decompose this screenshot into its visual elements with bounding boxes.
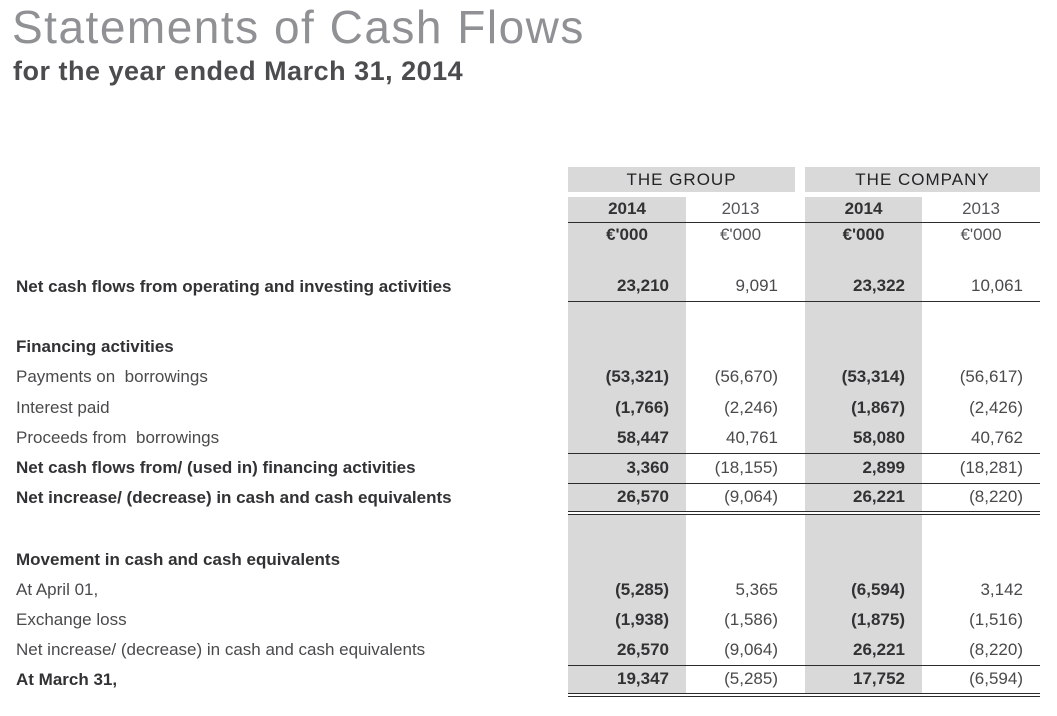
- cell-group-2014: 19,347: [568, 665, 686, 697]
- row-label: Net increase/ (decrease) in cash and cas…: [16, 488, 452, 507]
- cell-company-2013: (8,220): [922, 635, 1041, 666]
- cell-group-2013: (9,064): [686, 635, 795, 666]
- table-row: Net increase/ (decrease) in cash and cas…: [14, 483, 1041, 515]
- cell-company-2013: 3,142: [980, 580, 1024, 599]
- cell-company-2014: 23,322: [805, 272, 922, 302]
- cell-company-2013: (56,617): [959, 367, 1024, 386]
- group-header: THE GROUP: [568, 167, 795, 192]
- spacer-row: [14, 248, 1040, 272]
- table-row: Net cash flows from/ (used in) financing…: [14, 453, 1041, 484]
- unit-company-2013: €'000: [960, 225, 1002, 245]
- cell-group-2014: (5,285): [568, 575, 686, 605]
- cell-company-2013: (18,281): [922, 453, 1041, 484]
- cell-group-2013: 9,091: [686, 272, 795, 302]
- cell-group-2013: (1,586): [724, 610, 778, 629]
- table-row: Net cash flows from operating and invest…: [14, 272, 1041, 302]
- row-label: Net cash flows from operating and invest…: [16, 276, 452, 296]
- row-label: Payments on borrowings: [16, 367, 208, 386]
- cell-group-2014: 58,447: [568, 423, 686, 454]
- cell-group-2014: 26,570: [568, 483, 686, 515]
- year-header-row: 2014 2013 2014 2013: [14, 197, 1041, 223]
- section-header-row: Movement in cash and cash equivalents: [14, 545, 1040, 575]
- cell-group-2013: (56,670): [714, 367, 778, 386]
- cell-company-2013: (6,594): [922, 665, 1041, 697]
- row-label: Exchange loss: [16, 610, 127, 629]
- year-group-2014: 2014: [568, 197, 686, 223]
- cell-company-2014: 26,221: [805, 483, 922, 515]
- unit-company-2014: €'000: [805, 222, 922, 248]
- table-row: At March 31, 19,347 (5,285) 17,752 (6,59…: [14, 665, 1041, 697]
- page-subtitle: for the year ended March 31, 2014: [13, 56, 464, 86]
- cell-group-2014: (1,766): [568, 392, 686, 423]
- cell-company-2013: 40,762: [922, 423, 1041, 454]
- unit-header-row: €'000 €'000 €'000 €'000: [14, 222, 1040, 248]
- cell-group-2013: (18,155): [686, 453, 795, 484]
- cash-flow-table: THE GROUP THE COMPANY 2014 2013 2014 201…: [14, 167, 1041, 697]
- cell-group-2014: (53,321): [568, 362, 686, 392]
- row-label: Proceeds from borrowings: [16, 428, 220, 447]
- cell-company-2014: (6,594): [805, 575, 922, 605]
- company-header: THE COMPANY: [805, 167, 1041, 192]
- cell-company-2014: (1,867): [805, 392, 922, 423]
- year-group-2013: 2013: [686, 197, 795, 223]
- row-label: Net increase/ (decrease) in cash and cas…: [16, 640, 426, 659]
- cell-company-2013: (8,220): [922, 483, 1041, 515]
- cell-company-2014: (53,314): [805, 362, 922, 392]
- spacer-row: [14, 301, 1040, 332]
- cell-company-2014: 2,899: [805, 453, 922, 484]
- cell-company-2013: 10,061: [922, 272, 1041, 302]
- table-row: Exchange loss (1,938) (1,586) (1,875) (1…: [14, 605, 1040, 635]
- page-title: Statements of Cash Flows: [12, 1, 585, 53]
- year-company-2014: 2014: [805, 197, 922, 223]
- cell-company-2013: (2,426): [969, 397, 1024, 417]
- cell-group-2013: 5,365: [735, 580, 778, 599]
- cell-group-2013: 40,761: [686, 423, 795, 454]
- cell-group-2014: 26,570: [568, 635, 686, 666]
- cell-company-2014: 26,221: [805, 635, 922, 666]
- cell-group-2014: 3,360: [568, 453, 686, 484]
- row-label: Net cash flows from/ (used in) financing…: [16, 458, 416, 477]
- spacer-row: [14, 513, 1040, 545]
- table-row: Interest paid (1,766) (2,246) (1,867) (2…: [14, 392, 1040, 423]
- cell-group-2013: (2,246): [724, 397, 778, 417]
- entity-header-row: THE GROUP THE COMPANY: [14, 167, 1041, 192]
- table-row: At April 01, (5,285) 5,365 (6,594) 3,142: [14, 575, 1040, 605]
- row-label: Interest paid: [16, 397, 110, 417]
- table-row: Proceeds from borrowings 58,447 40,761 5…: [14, 423, 1041, 454]
- row-label: At March 31,: [16, 670, 118, 689]
- cell-company-2014: 58,080: [805, 423, 922, 454]
- unit-group-2014: €'000: [568, 222, 686, 248]
- cell-company-2013: (1,516): [969, 610, 1024, 629]
- section-label: Financing activities: [16, 337, 174, 356]
- cell-company-2014: (1,875): [805, 605, 922, 635]
- table-row: Payments on borrowings (53,321) (56,670)…: [14, 362, 1040, 392]
- unit-group-2013: €'000: [719, 225, 762, 245]
- section-header-row: Financing activities: [14, 332, 1040, 362]
- cell-group-2013: (9,064): [686, 483, 795, 515]
- cell-group-2014: (1,938): [568, 605, 686, 635]
- table-row: Net increase/ (decrease) in cash and cas…: [14, 635, 1041, 666]
- section-label: Movement in cash and cash equivalents: [16, 550, 341, 569]
- cell-company-2014: 17,752: [805, 665, 922, 697]
- row-label: At April 01,: [16, 580, 99, 599]
- cell-group-2014: 23,210: [568, 272, 686, 302]
- year-company-2013: 2013: [922, 197, 1041, 223]
- cell-group-2013: (5,285): [686, 665, 795, 697]
